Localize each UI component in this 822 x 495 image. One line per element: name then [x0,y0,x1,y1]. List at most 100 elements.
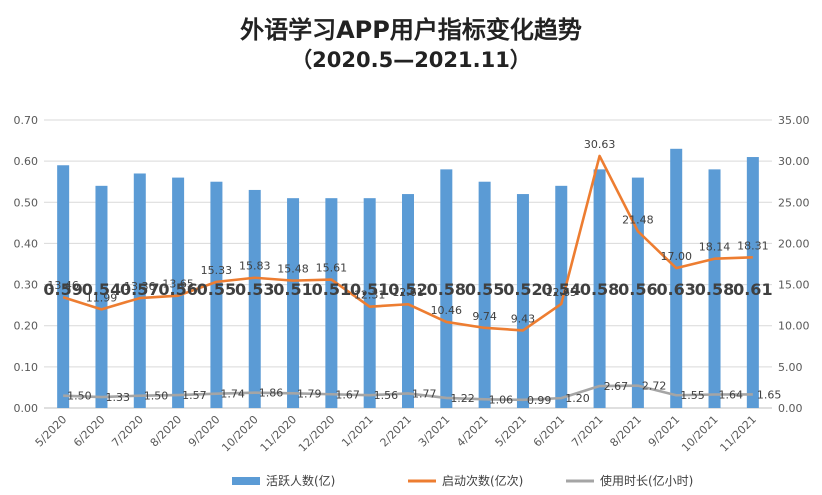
data-label-active-users: 0.57 [120,280,159,299]
data-label-launch: 21.48 [622,213,654,226]
x-tick-label: 8/2020 [148,413,185,450]
chart-subtitle: （2020.5—2021.11） [291,48,531,72]
y-left-tick-label: 0.50 [14,196,39,209]
data-label-active-users: 0.55 [197,280,236,299]
data-label-duration: 1.77 [412,387,437,400]
data-label-active-users: 0.55 [465,280,504,299]
data-label-active-users: 0.54 [542,280,581,299]
bar [670,148,683,409]
x-tick-label: 8/2021 [607,413,644,450]
data-label-duration: 2.67 [604,380,629,393]
data-label-launch: 13.36 [124,280,156,293]
bar [516,194,529,408]
x-tick-label: 5/2020 [33,413,70,450]
legend-label-active-users: 活跃人数(亿) [266,473,335,488]
x-tick-label: 2/2021 [378,413,415,450]
y-right-tick-label: 25.00 [778,196,810,209]
y-right-tick-label: 5.00 [778,361,803,374]
y-left-tick-label: 0.00 [14,402,39,415]
data-label-launch: 15.83 [239,260,271,273]
x-tick-label: 5/2021 [493,413,530,450]
x-tick-label: 3/2021 [416,413,453,450]
bar [593,169,606,408]
data-label-duration: 0.99 [527,394,552,407]
y-left-tick-label: 0.60 [14,155,39,168]
data-label-duration: 1.67 [335,388,360,401]
data-label-active-users: 0.58 [580,280,619,299]
y-right-tick-label: 0.00 [778,402,803,415]
data-label-active-users: 0.61 [733,280,772,299]
data-label-active-users: 0.53 [235,280,274,299]
data-label-active-users: 0.51 [350,280,389,299]
y-left-tick-label: 0.30 [14,279,39,292]
bar [287,198,300,408]
data-label-launch: 12.65 [546,286,578,299]
data-label-launch: 17.00 [660,250,692,263]
bar [172,177,185,408]
y-left-tick-label: 0.40 [14,237,39,250]
bar [248,189,261,408]
data-label-launch: 15.48 [277,263,309,276]
x-tick-label: 11/2020 [258,413,300,455]
chart-title: 外语学习APP用户指标变化趋势 [240,16,582,44]
data-label-launch: 30.63 [584,138,616,151]
data-label-duration: 1.64 [719,389,744,402]
data-label-active-users: 0.52 [388,280,427,299]
data-label-active-users: 0.56 [618,280,657,299]
data-label-duration: 1.79 [297,387,322,400]
data-label-active-users: 0.54 [82,280,121,299]
data-label-launch: 10.46 [431,304,463,317]
data-label-launch: 18.31 [737,239,769,252]
bar [133,173,146,408]
data-label-launch: 12.61 [392,286,424,299]
y-right-tick-label: 15.00 [778,279,810,292]
data-label-active-users: 0.56 [158,280,197,299]
x-tick-label: 10/2021 [679,413,721,455]
x-tick-label: 7/2020 [109,413,146,450]
bar [440,169,453,408]
data-label-duration: 1.22 [450,392,475,405]
data-label-launch: 11.99 [86,291,118,304]
data-label-launch: 9.43 [511,312,536,325]
data-label-duration: 1.50 [144,390,169,403]
bar [210,181,223,408]
y-right-tick-label: 35.00 [778,114,810,127]
bar [363,198,376,408]
data-label-duration: 1.20 [565,392,590,405]
bar [402,194,414,408]
data-label-active-users: 0.51 [312,280,351,299]
data-label-duration: 1.06 [489,393,514,406]
data-label-active-users: 0.58 [427,280,466,299]
data-label-duration: 1.57 [182,389,207,402]
line-usage-duration [63,384,753,402]
data-label-duration: 1.86 [259,387,284,400]
bar [478,181,491,408]
data-label-duration: 1.74 [220,388,245,401]
data-label-launch: 12.31 [354,289,386,302]
x-tick-label: 6/2021 [531,413,568,450]
y-left-tick-label: 0.20 [14,320,39,333]
y-left-tick-label: 0.70 [14,114,39,127]
data-label-active-users: 0.52 [503,280,542,299]
x-tick-label: 11/2021 [717,413,759,455]
data-label-launch: 18.14 [699,241,731,254]
data-label-launch: 15.61 [316,262,348,275]
x-tick-label: 9/2021 [646,413,683,450]
legend-label-duration: 使用时长(亿小时) [600,473,693,488]
data-label-launch: 9.74 [472,310,497,323]
data-label-duration: 1.65 [757,388,782,401]
data-label-duration: 1.56 [374,389,399,402]
data-label-active-users: 0.58 [695,280,734,299]
bar [708,169,721,408]
bar [95,185,108,408]
line-launch-count [62,154,753,332]
x-tick-label: 1/2021 [339,413,376,450]
x-tick-label: 12/2020 [296,413,338,455]
legend-label-launch: 启动次数(亿次) [442,473,523,488]
data-label-active-users: 0.51 [273,280,312,299]
data-label-duration: 1.55 [680,389,705,402]
bar [57,165,70,408]
data-label-duration: 1.33 [105,391,130,404]
